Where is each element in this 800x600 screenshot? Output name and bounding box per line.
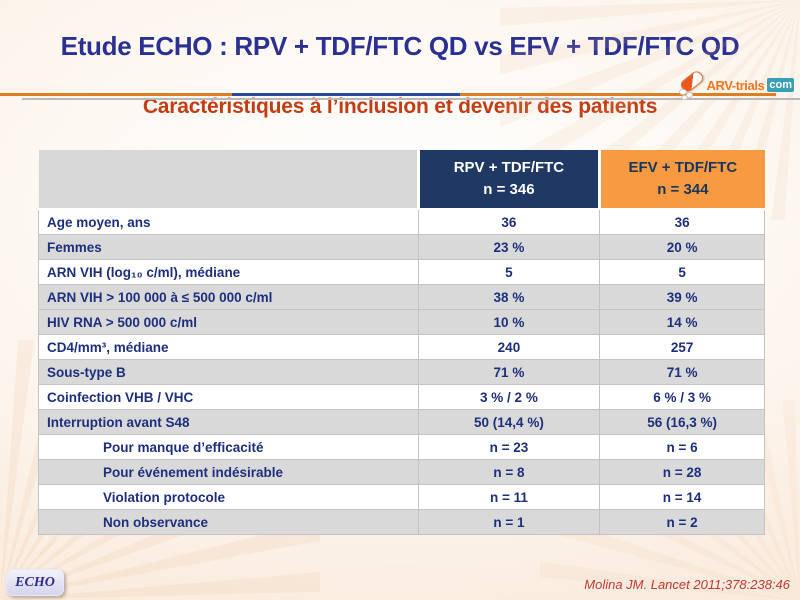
row-label: HIV RNA > 500 000 c/ml xyxy=(38,309,419,335)
citation: Molina JM. Lancet 2011;378:238:46 xyxy=(584,577,790,592)
rpv-column-title: RPV + TDF/FTC xyxy=(453,158,565,176)
logo-name: ARV-trials xyxy=(706,77,765,93)
rpv-value: 240 xyxy=(417,334,601,360)
table-row: Violation protocole n = 11 n = 14 xyxy=(38,484,765,510)
pill-capsule-icon xyxy=(678,68,706,100)
efv-value: 14 % xyxy=(599,309,765,335)
row-label: ARN VIH > 100 000 à ≤ 500 000 c/ml xyxy=(38,284,419,310)
rpv-value: 3 % / 2 % xyxy=(417,384,601,410)
table-row: Pour manque d’efficacité n = 23 n = 6 xyxy=(38,434,765,460)
table-row: Coinfection VHB / VHC 3 % / 2 % 6 % / 3 … xyxy=(38,384,765,410)
table-row: Femmes 23 % 20 % xyxy=(38,234,765,260)
row-label: Femmes xyxy=(38,234,419,260)
rpv-value: 36 xyxy=(417,208,601,235)
separator-orange-segment xyxy=(460,93,776,96)
slide-subtitle: Caractéristiques à l’inclusion et deveni… xyxy=(142,95,658,118)
rpv-value: 10 % xyxy=(417,309,601,335)
logo-tld: com xyxy=(767,78,794,92)
efv-value: 5 xyxy=(599,259,765,285)
rpv-value: 71 % xyxy=(417,359,601,385)
row-label: Violation protocole xyxy=(38,484,419,510)
table-row: ARN VIH > 100 000 à ≤ 500 000 c/ml 38 % … xyxy=(38,284,765,310)
rpv-value: n = 8 xyxy=(417,459,601,485)
header-efv-column: EFV + TDF/FTC n = 344 xyxy=(599,150,765,210)
header-rpv-column: RPV + TDF/FTC n = 346 xyxy=(418,150,602,210)
table-row: Age moyen, ans 36 36 xyxy=(38,208,765,235)
separator-blue-segment xyxy=(232,93,460,96)
echo-badge[interactable]: ECHO xyxy=(6,569,64,596)
table-row: Pour événement indésirable n = 8 n = 28 xyxy=(38,459,765,485)
efv-value: 20 % xyxy=(599,234,765,260)
efv-value: 39 % xyxy=(599,284,765,310)
efv-value: 71 % xyxy=(599,359,765,385)
table-header-row: RPV + TDF/FTC n = 346 EFV + TDF/FTC n = … xyxy=(38,150,765,210)
efv-value: 56 (16,3 %) xyxy=(599,409,765,435)
table-row: ARN VIH (log₁₀ c/ml), médiane 5 5 xyxy=(38,259,765,285)
efv-column-n: n = 344 xyxy=(657,181,709,198)
efv-column-title: EFV + TDF/FTC xyxy=(628,158,738,176)
header-corner-cell xyxy=(38,150,420,210)
table-row: Interruption avant S48 50 (14,4 %) 56 (1… xyxy=(38,409,765,435)
table-row: HIV RNA > 500 000 c/ml 10 % 14 % xyxy=(38,309,765,335)
efv-value: n = 2 xyxy=(599,509,765,535)
rpv-value: n = 23 xyxy=(417,434,601,460)
row-label: ARN VIH (log₁₀ c/ml), médiane xyxy=(38,259,419,285)
row-label: CD4/mm³, médiane xyxy=(38,334,419,360)
rpv-value: 23 % xyxy=(417,234,601,260)
row-label: Pour événement indésirable xyxy=(38,459,419,485)
rpv-value: n = 1 xyxy=(417,509,601,535)
table-row: CD4/mm³, médiane 240 257 xyxy=(38,334,765,360)
efv-value: 257 xyxy=(599,334,765,360)
efv-value: n = 6 xyxy=(599,434,765,460)
rpv-value: 38 % xyxy=(417,284,601,310)
title-separator xyxy=(0,93,800,96)
row-label: Pour manque d’efficacité xyxy=(38,434,419,460)
row-label: Interruption avant S48 xyxy=(38,409,419,435)
baseline-characteristics-table: RPV + TDF/FTC n = 346 EFV + TDF/FTC n = … xyxy=(38,150,765,535)
slide-title: Etude ECHO : RPV + TDF/FTC QD vs EFV + T… xyxy=(60,31,740,61)
table-row: Sous-type B 71 % 71 % xyxy=(38,359,765,385)
row-label: Age moyen, ans xyxy=(38,208,419,235)
rpv-value: n = 11 xyxy=(417,484,601,510)
rpv-value: 50 (14,4 %) xyxy=(417,409,601,435)
efv-value: 36 xyxy=(599,208,765,235)
table-row: Non observance n = 1 n = 2 xyxy=(38,509,765,535)
row-label: Coinfection VHB / VHC xyxy=(38,384,419,410)
separator-gray-line xyxy=(22,98,800,100)
row-label: Sous-type B xyxy=(38,359,419,385)
rpv-value: 5 xyxy=(417,259,601,285)
efv-value: n = 14 xyxy=(599,484,765,510)
separator-orange-segment xyxy=(0,93,232,96)
efv-value: n = 28 xyxy=(599,459,765,485)
efv-value: 6 % / 3 % xyxy=(599,384,765,410)
rpv-column-n: n = 346 xyxy=(483,181,535,198)
table-body: Age moyen, ans 36 36 Femmes 23 % 20 % AR… xyxy=(38,208,765,535)
arv-trials-logo[interactable]: ARV-trials com xyxy=(678,68,794,100)
row-label: Non observance xyxy=(38,509,419,535)
